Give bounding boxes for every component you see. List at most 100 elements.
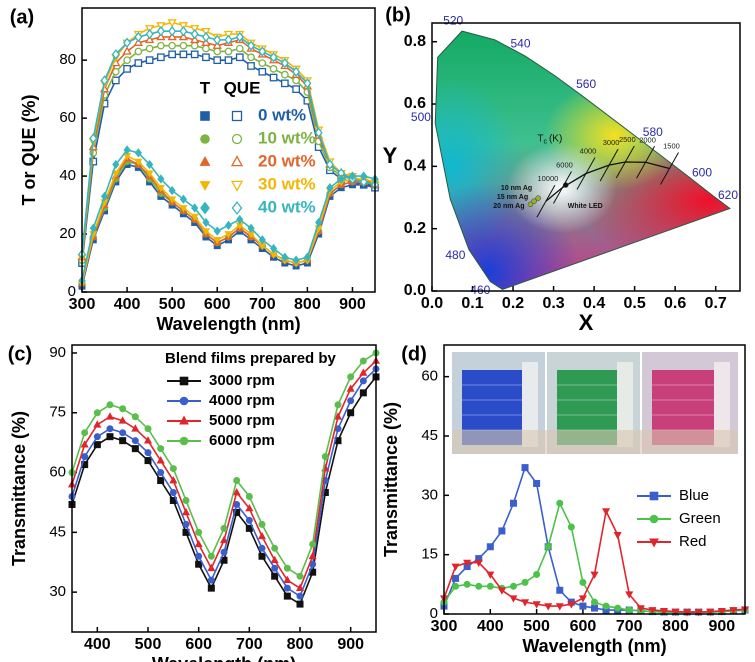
marker [207, 584, 215, 592]
marker [123, 37, 132, 49]
y-axis-label: T or QUE (%) [19, 94, 39, 205]
legend-label: 4000 rpm [209, 392, 275, 409]
marker [659, 607, 668, 616]
legend-marker [649, 538, 659, 548]
locus-label: 520 [443, 13, 463, 27]
cie-point [535, 195, 541, 201]
marker [303, 252, 311, 262]
marker [602, 508, 611, 516]
marker [271, 572, 279, 580]
marker [224, 56, 233, 65]
plot-frame [81, 7, 376, 293]
marker [213, 34, 222, 46]
marker [245, 516, 253, 524]
marker [182, 496, 190, 504]
marker [706, 608, 715, 617]
marker [236, 214, 244, 225]
marker [182, 520, 190, 528]
marker [280, 57, 289, 69]
marker [295, 583, 305, 592]
marker [683, 609, 692, 617]
marker [106, 425, 114, 433]
legend-marker [649, 514, 659, 524]
locus-label: 500 [411, 110, 431, 124]
x-tick-label: 500 [159, 296, 186, 313]
marker [296, 572, 304, 580]
marker [202, 44, 210, 53]
marker [247, 223, 255, 233]
marker [111, 76, 120, 85]
marker [106, 401, 114, 409]
marker [360, 171, 368, 181]
marker [213, 226, 221, 236]
panel-label: (c) [8, 343, 32, 365]
y-tick-label: 45 [421, 427, 438, 444]
marker [224, 220, 233, 230]
marker [168, 196, 177, 204]
x-tick-label: 400 [84, 636, 111, 653]
marker [694, 609, 703, 617]
marker [134, 31, 143, 43]
marker [123, 56, 131, 65]
marker [157, 174, 165, 184]
marker [134, 47, 143, 56]
marker [269, 65, 278, 73]
x-axis-label: Wavelength (nm) [522, 636, 666, 656]
marker [235, 44, 244, 53]
marker [486, 571, 495, 579]
legend-label: Red [679, 533, 707, 550]
x-axis-label: Wavelength (nm) [156, 314, 300, 334]
y-tick-label: 0.6 [404, 95, 426, 112]
marker [578, 595, 587, 603]
panel-label: (d) [401, 343, 427, 365]
marker [452, 582, 460, 590]
locus-label: 460 [470, 283, 490, 297]
y-axis-label: Y [383, 143, 398, 168]
y-tick-label: 0 [68, 283, 76, 300]
isotherm [615, 145, 635, 179]
planckian-label: 1500 [663, 142, 680, 151]
marker [347, 397, 355, 405]
marker [134, 158, 143, 167]
legend-marker [199, 155, 211, 166]
marker [112, 159, 120, 170]
marker [118, 416, 127, 424]
marker [326, 183, 334, 193]
legend-label: Green [679, 510, 721, 527]
x-tick-label: 0.1 [461, 295, 483, 312]
marker [224, 231, 233, 239]
marker [195, 528, 203, 536]
marker [671, 608, 680, 617]
series-line [71, 376, 377, 606]
marker [201, 31, 210, 43]
marker [224, 34, 233, 46]
x-tick-label: 0.0 [421, 295, 443, 312]
marker [292, 66, 301, 77]
locus-label: 480 [445, 248, 465, 262]
marker [194, 539, 203, 548]
marker [145, 170, 154, 178]
marker [157, 477, 165, 485]
legend-marker [231, 201, 243, 215]
point-label: White LED [568, 203, 603, 210]
marker [509, 499, 517, 507]
legend-label: Blue [679, 487, 709, 504]
marker [509, 582, 517, 590]
marker [105, 412, 115, 420]
marker [567, 601, 576, 609]
marker [498, 527, 506, 535]
marker [579, 602, 587, 610]
marker [111, 170, 120, 178]
locus-label: 560 [576, 77, 596, 91]
marker [258, 520, 266, 528]
x-axis-label: X [579, 310, 594, 335]
marker [213, 236, 222, 245]
marker [258, 235, 266, 245]
marker [156, 184, 165, 193]
x-tick-label: 600 [185, 636, 212, 653]
marker [475, 582, 483, 590]
y-tick-label: 80 [59, 51, 76, 68]
marker [636, 605, 645, 613]
marker [532, 601, 541, 609]
